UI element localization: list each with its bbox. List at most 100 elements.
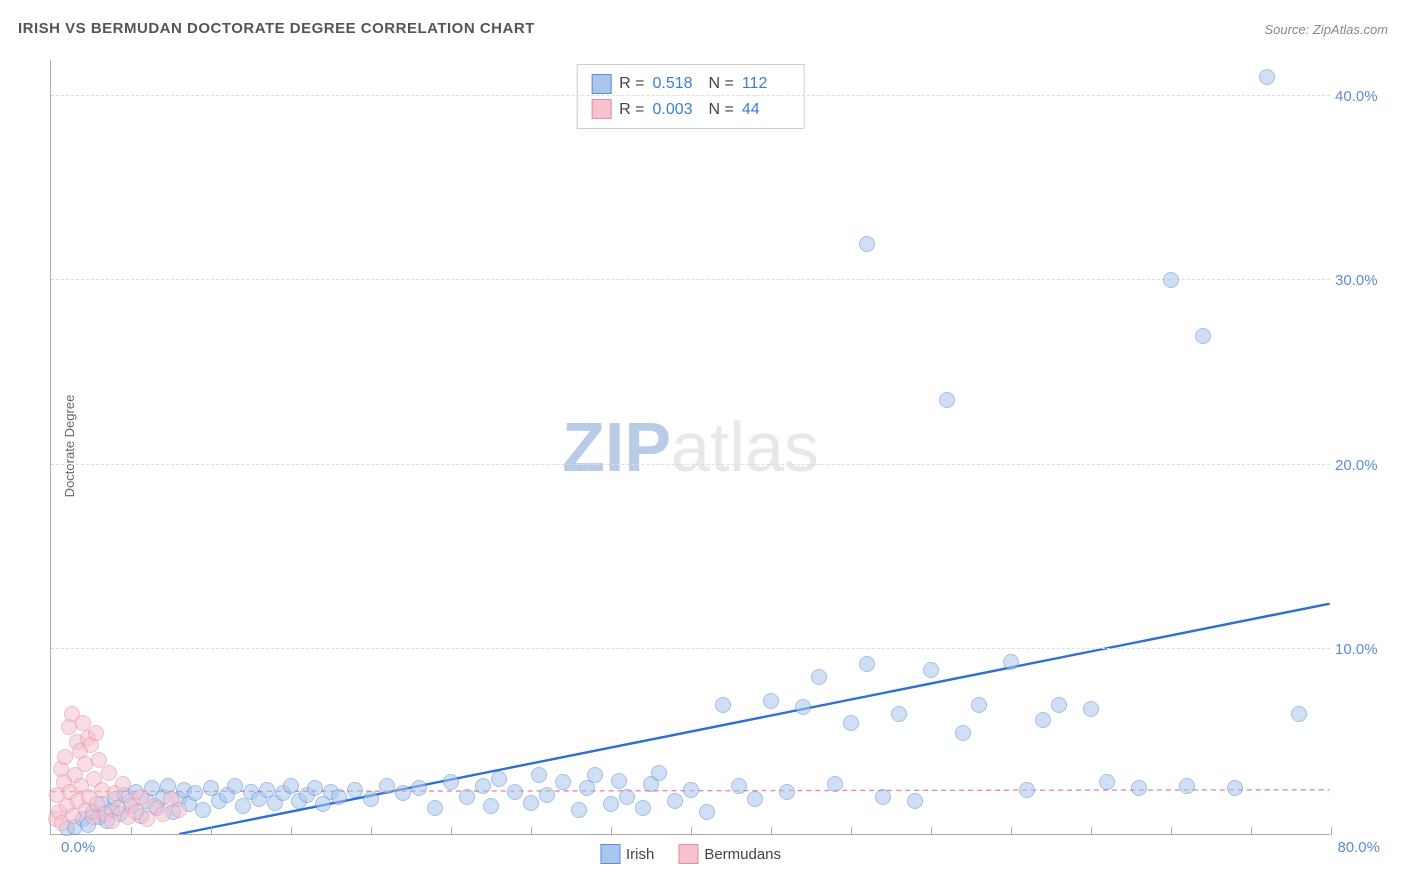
data-point [1019, 782, 1035, 798]
data-point [347, 782, 363, 798]
data-point [395, 785, 411, 801]
data-point [443, 774, 459, 790]
x-tick [931, 827, 932, 835]
data-point [619, 789, 635, 805]
data-point [1259, 69, 1275, 85]
stat-n-value: 44 [742, 97, 790, 123]
data-point [427, 800, 443, 816]
data-point [115, 776, 131, 792]
data-point [603, 796, 619, 812]
data-point [1051, 697, 1067, 713]
data-point [859, 656, 875, 672]
data-point [571, 802, 587, 818]
y-tick-label: 20.0% [1335, 457, 1390, 474]
y-tick-label: 10.0% [1335, 641, 1390, 658]
data-point [811, 669, 827, 685]
data-point [971, 697, 987, 713]
data-point [187, 785, 203, 801]
data-point [763, 693, 779, 709]
data-point [283, 778, 299, 794]
source-label: Source: ZipAtlas.com [1264, 22, 1388, 37]
data-point [531, 767, 547, 783]
legend-label: Irish [626, 846, 654, 863]
data-point [475, 778, 491, 794]
x-tick [131, 827, 132, 835]
data-point [101, 765, 117, 781]
data-point [843, 715, 859, 731]
data-point [907, 793, 923, 809]
data-point [491, 771, 507, 787]
legend-item: Bermudans [678, 844, 781, 864]
series-swatch [591, 74, 611, 94]
plot-area: ZIPatlas R =0.518N =112R =0.003N =44 0.0… [50, 60, 1330, 835]
data-point [611, 773, 627, 789]
x-max-label: 80.0% [1337, 839, 1380, 856]
data-point [307, 780, 323, 796]
stat-r-value: 0.518 [653, 71, 701, 97]
x-tick [531, 827, 532, 835]
stat-label: R = [619, 71, 644, 97]
x-tick [691, 827, 692, 835]
data-point [331, 789, 347, 805]
data-point [459, 789, 475, 805]
x-min-label: 0.0% [61, 839, 95, 856]
data-point [683, 782, 699, 798]
gridline [51, 648, 1330, 649]
data-point [1131, 780, 1147, 796]
stats-box: R =0.518N =112R =0.003N =44 [576, 64, 805, 129]
data-point [923, 662, 939, 678]
data-point [779, 784, 795, 800]
data-point [88, 725, 104, 741]
legend-swatch [600, 844, 620, 864]
data-point [1035, 712, 1051, 728]
data-point [955, 725, 971, 741]
stat-r-value: 0.003 [653, 97, 701, 123]
data-point [747, 791, 763, 807]
data-point [1195, 328, 1211, 344]
data-point [795, 699, 811, 715]
data-point [699, 804, 715, 820]
data-point [363, 791, 379, 807]
data-point [235, 798, 251, 814]
data-point [939, 392, 955, 408]
data-point [667, 793, 683, 809]
data-point [555, 774, 571, 790]
x-tick [1251, 827, 1252, 835]
data-point [635, 800, 651, 816]
trend-lines [51, 60, 1330, 834]
x-tick [451, 827, 452, 835]
data-point [859, 236, 875, 252]
data-point [195, 802, 211, 818]
x-tick [291, 827, 292, 835]
chart-title: IRISH VS BERMUDAN DOCTORATE DEGREE CORRE… [18, 20, 535, 37]
x-tick [211, 827, 212, 835]
x-tick [1331, 827, 1332, 835]
data-point [1083, 701, 1099, 717]
x-tick [1091, 827, 1092, 835]
y-tick-label: 30.0% [1335, 272, 1390, 289]
data-point [155, 806, 171, 822]
data-point [651, 765, 667, 781]
data-point [1099, 774, 1115, 790]
gridline [51, 464, 1330, 465]
y-tick-label: 40.0% [1335, 88, 1390, 105]
stats-row: R =0.518N =112 [591, 71, 790, 97]
x-tick [851, 827, 852, 835]
data-point [133, 789, 149, 805]
bottom-legend: Irish Bermudans [600, 844, 781, 864]
stat-label: N = [709, 97, 734, 123]
x-tick [371, 827, 372, 835]
data-point [171, 802, 187, 818]
x-tick [771, 827, 772, 835]
legend-item: Irish [600, 844, 654, 864]
legend-swatch [678, 844, 698, 864]
data-point [1163, 272, 1179, 288]
watermark: ZIPatlas [562, 407, 819, 487]
data-point [379, 778, 395, 794]
data-point [539, 787, 555, 803]
series-swatch [591, 99, 611, 119]
gridline [51, 279, 1330, 280]
data-point [483, 798, 499, 814]
data-point [507, 784, 523, 800]
data-point [715, 697, 731, 713]
